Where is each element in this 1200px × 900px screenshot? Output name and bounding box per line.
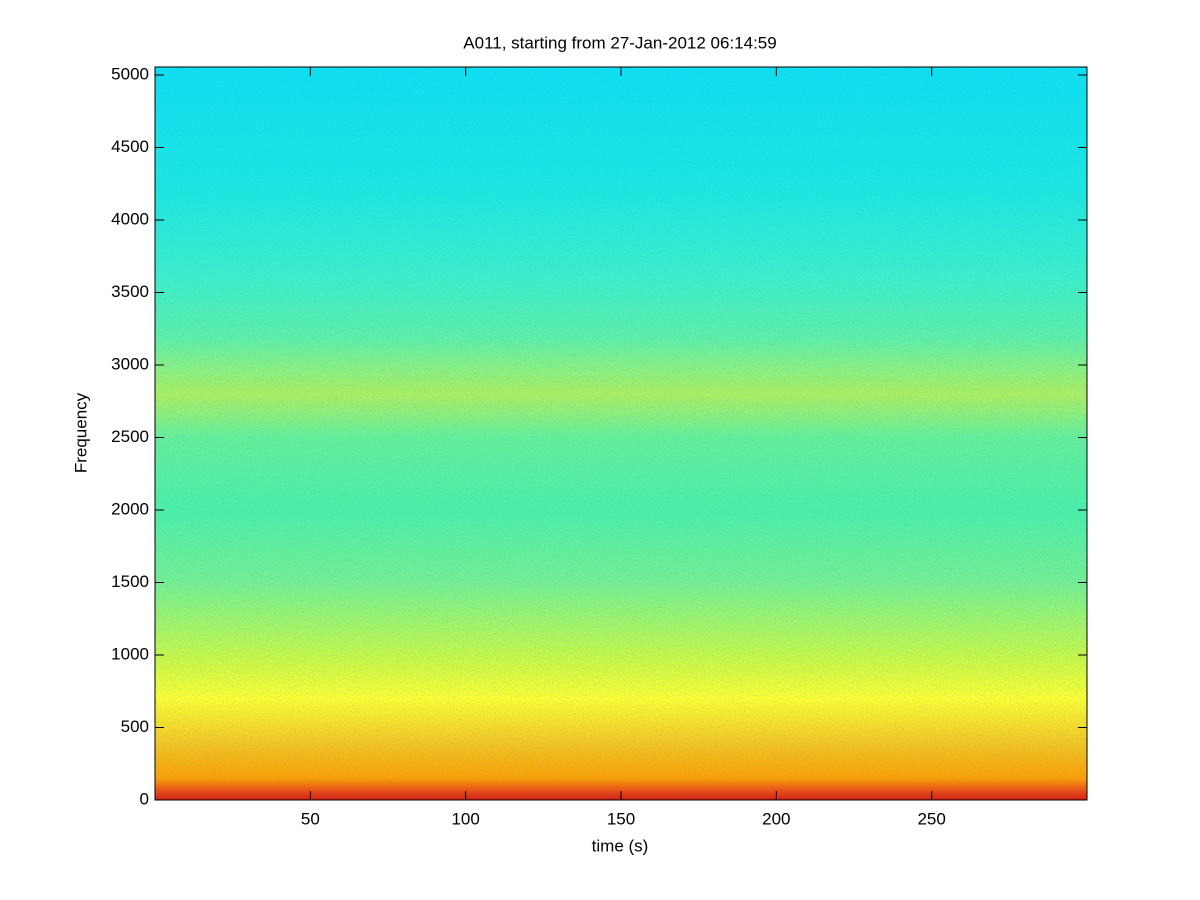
y-tick-label: 2000 xyxy=(111,499,149,518)
x-tick-label: 100 xyxy=(451,809,479,828)
y-axis-label: Frequency xyxy=(71,392,90,473)
y-tick-label: 3500 xyxy=(111,282,149,301)
x-tick-label: 250 xyxy=(917,809,945,828)
y-tick-label: 500 xyxy=(121,717,149,736)
y-tick-label: 0 xyxy=(140,789,149,808)
y-tick-label: 5000 xyxy=(111,64,149,83)
y-tick-label: 1000 xyxy=(111,644,149,663)
x-tick-label: 200 xyxy=(762,809,790,828)
spectrogram-noise xyxy=(155,67,1087,800)
x-axis-label: time (s) xyxy=(592,836,649,855)
y-tick-label: 2500 xyxy=(111,427,149,446)
x-tick-label: 150 xyxy=(607,809,635,828)
y-tick-label: 1500 xyxy=(111,572,149,591)
y-tick-label: 4000 xyxy=(111,209,149,228)
x-tick-label: 50 xyxy=(301,809,320,828)
y-tick-label: 3000 xyxy=(111,354,149,373)
chart-title: A011, starting from 27-Jan-2012 06:14:59 xyxy=(463,33,776,52)
y-tick-label: 4500 xyxy=(111,137,149,156)
